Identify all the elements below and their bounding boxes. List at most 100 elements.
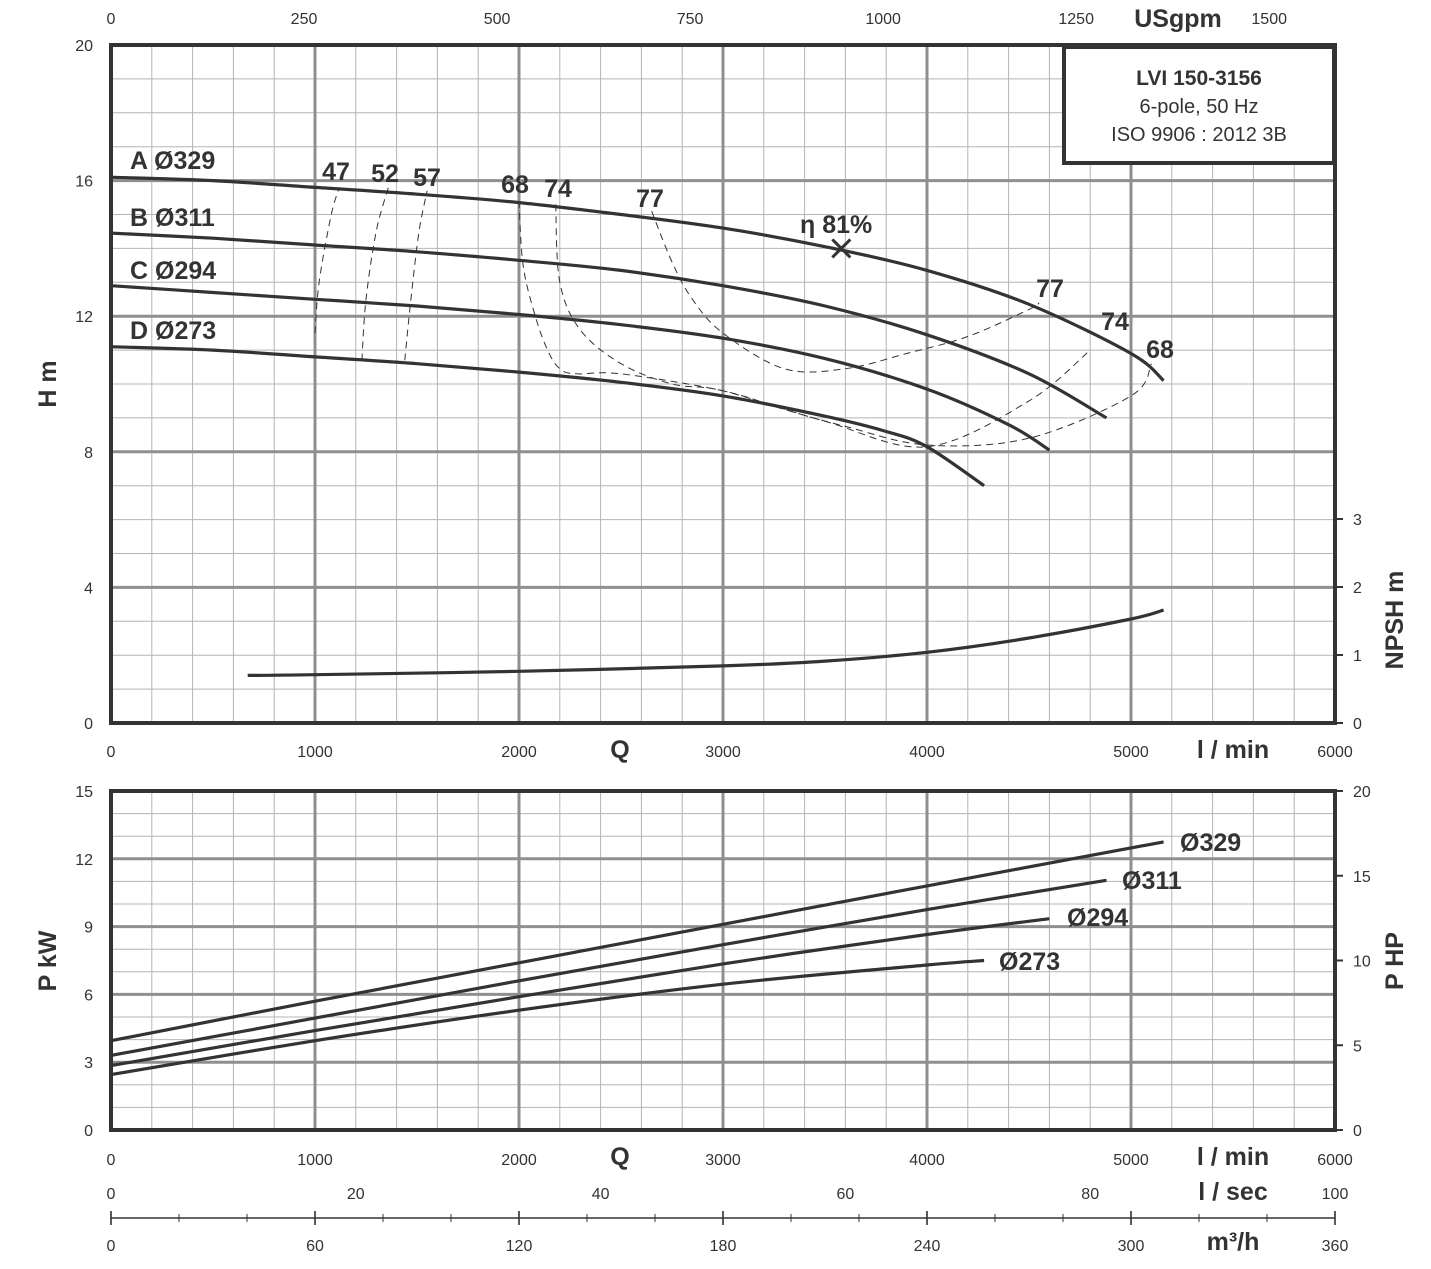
head-x-tick: 3000 (705, 744, 741, 761)
head-curve-label: C Ø294 (130, 257, 216, 285)
lsec-tick: 100 (1322, 1186, 1349, 1203)
efficiency-label: 77 (636, 185, 664, 213)
efficiency-label: 74 (544, 175, 572, 203)
head-plot-frame (109, 43, 1337, 725)
power-x-tick: 4000 (909, 1152, 945, 1169)
head-x-tick: 5000 (1113, 744, 1149, 761)
npsh-tick: 0 (1353, 716, 1362, 733)
efficiency-contour-52 (361, 187, 389, 361)
power-y-tick: 3 (84, 1055, 93, 1072)
usgpm-tick: 1500 (1251, 11, 1287, 28)
usgpm-tick: 1000 (865, 11, 901, 28)
head-curve-label: B Ø311 (130, 204, 215, 232)
head-y-axis-label: H m (34, 360, 62, 407)
head-curve-label: A Ø329 (130, 147, 215, 175)
m3h-tick: 300 (1118, 1238, 1145, 1255)
head-curve-2 (110, 284, 1051, 452)
efficiency-contours (314, 187, 1152, 448)
power-curve-label: Ø329 (1180, 829, 1241, 857)
efficiency-contour-57 (404, 190, 428, 361)
head-x-tick: 1000 (297, 744, 333, 761)
usgpm-tick: 1250 (1058, 11, 1094, 28)
npsh-tick: 2 (1353, 580, 1362, 597)
head-y-tick: 16 (75, 174, 93, 191)
efficiency-contour-47 (314, 187, 340, 334)
head-x-tick: 4000 (909, 744, 945, 761)
lsec-tick: 60 (837, 1186, 855, 1203)
head-y-tick: 8 (84, 445, 93, 462)
efficiency-label: 52 (371, 160, 399, 188)
npsh-axis-label: NPSH m (1381, 571, 1409, 670)
npsh-tick: 3 (1353, 512, 1362, 529)
model-name: LVI 150-3156 (1136, 67, 1262, 90)
head-y-tick: 4 (84, 580, 93, 597)
usgpm-tick: 500 (484, 11, 511, 28)
hp-tick: 0 (1353, 1123, 1362, 1140)
power-curve-1 (110, 878, 1107, 1057)
power-x-tick: 6000 (1317, 1152, 1353, 1169)
power-x-tick: 2000 (501, 1152, 537, 1169)
standard-spec: ISO 9906 : 2012 3B (1111, 124, 1287, 146)
power-x-tick: 0 (107, 1152, 116, 1169)
power-curves (110, 840, 1164, 1077)
m3h-tick: 240 (914, 1238, 941, 1255)
bep-marker-icon (831, 238, 852, 259)
efficiency-label: 57 (413, 164, 441, 192)
head-y-tick: 12 (75, 309, 93, 326)
power-x-unit-label: l / min (1197, 1143, 1269, 1171)
efficiency-end-label: 74 (1101, 308, 1129, 336)
head-x-tick: 2000 (501, 744, 537, 761)
power-curve-3 (110, 958, 985, 1077)
head-q-label: Q (610, 736, 629, 764)
head-curve-label: D Ø273 (130, 317, 216, 345)
hp-tick: 15 (1353, 869, 1371, 886)
power-curve-2 (110, 917, 1050, 1068)
head-curve-1 (110, 231, 1108, 420)
power-curve-label: Ø273 (999, 948, 1060, 976)
head-curve-0 (110, 175, 1165, 382)
hp-axis-label: P HP (1381, 932, 1409, 990)
efficiency-end-label: 68 (1146, 336, 1174, 364)
head-x-tick: 6000 (1317, 744, 1353, 761)
power-y-axis-label: P kW (34, 930, 62, 991)
power-y-tick: 0 (84, 1123, 93, 1140)
head-y-tick: 20 (75, 38, 93, 55)
hp-tick: 10 (1353, 954, 1371, 971)
m3h-tick: 180 (710, 1238, 737, 1255)
power-x-tick: 5000 (1113, 1152, 1149, 1169)
usgpm-tick: 750 (677, 11, 704, 28)
head-x-tick: 0 (107, 744, 116, 761)
info-box: LVI 150-3156 6-pole, 50 Hz ISO 9906 : 20… (1062, 45, 1336, 165)
m3h-label: m³/h (1207, 1228, 1260, 1256)
m3h-tick: 360 (1322, 1238, 1349, 1255)
m3h-tick: 120 (506, 1238, 533, 1255)
m3h-tick: 60 (306, 1238, 324, 1255)
bep-label: η 81% (800, 211, 872, 239)
power-grid (111, 791, 1335, 1130)
efficiency-label: 47 (322, 158, 350, 186)
head-curves (110, 175, 1165, 677)
power-y-tick: 6 (84, 987, 93, 1004)
hp-tick: 5 (1353, 1038, 1362, 1055)
power-curve-0 (110, 840, 1164, 1043)
npsh-curve (247, 608, 1165, 677)
lsec-tick: 20 (347, 1186, 365, 1203)
efficiency-end-label: 77 (1036, 275, 1064, 303)
head-y-tick: 0 (84, 716, 93, 733)
power-x-tick: 1000 (297, 1152, 333, 1169)
usgpm-tick: 250 (291, 11, 318, 28)
usgpm-axis-label: USgpm (1134, 5, 1222, 33)
power-curve-label: Ø311 (1122, 867, 1182, 895)
usgpm-tick: 0 (107, 11, 116, 28)
unit-scales: 0 20 40 60 80 100 l / sec 0 60 120 180 240 300 360 m³/… (107, 1178, 1349, 1256)
head-x-unit-label: l / min (1197, 736, 1269, 764)
efficiency-label: 68 (501, 171, 529, 199)
npsh-tick: 1 (1353, 648, 1362, 665)
power-curve-label: Ø294 (1067, 904, 1128, 932)
motor-spec: 6-pole, 50 Hz (1140, 96, 1259, 118)
power-y-tick: 12 (75, 852, 93, 869)
power-y-tick: 15 (75, 784, 93, 801)
